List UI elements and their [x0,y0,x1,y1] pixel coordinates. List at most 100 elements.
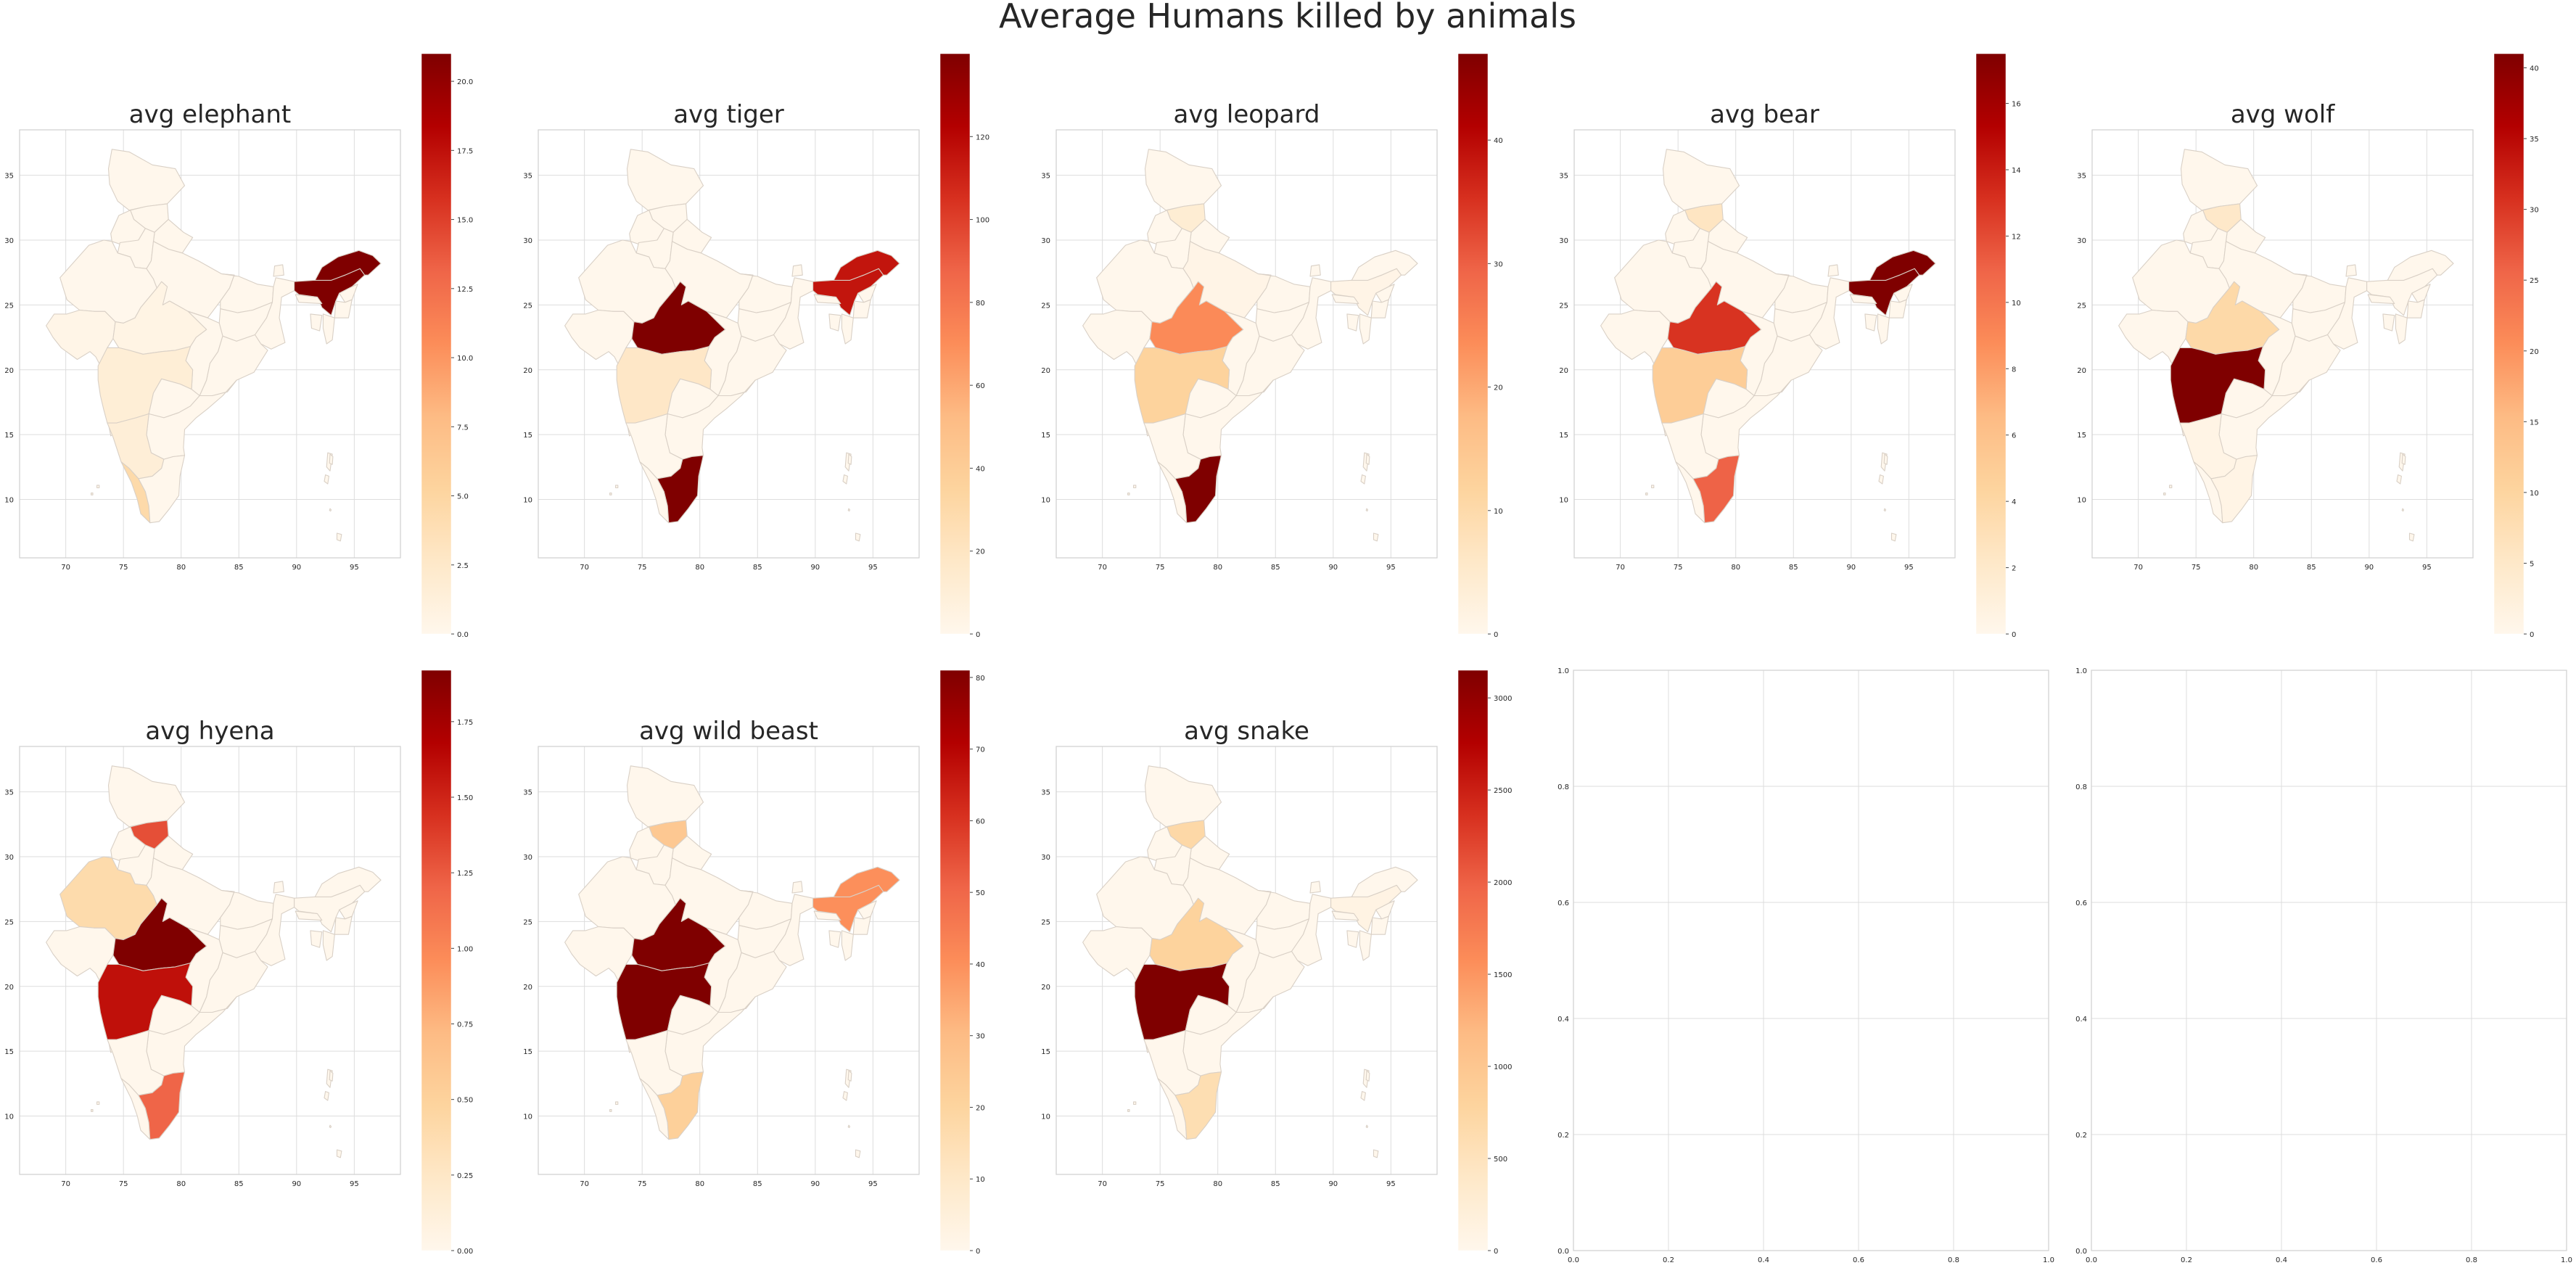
island-region [91,493,93,495]
map-panel: avg bear70 75 80 85 90 9510152025303502468101… [1559,54,2020,639]
y-tick-label: 30 [4,237,14,245]
state-region [1310,265,1320,276]
x-tick-label: 90 [1328,564,1338,572]
island-region [848,509,849,511]
y-tick-label: 20 [4,367,14,375]
x-tick-label: 85 [234,1180,244,1188]
island-region [610,1110,612,1112]
x-tick-label: 0.4 [1758,1256,1769,1264]
colorbar-tick-label: 6 [2012,432,2016,440]
y-tick-label: 0.6 [1557,899,1569,907]
colorbar [1976,54,2006,634]
y-tick-label: 0.2 [2075,1132,2087,1140]
x-tick-label: 85 [753,564,762,572]
map-panel: avg snake70 75 80 85 90 951015202530350500100… [1041,670,1512,1256]
colorbar-tick-label: 2 [2012,565,2016,573]
state-region [273,265,284,276]
island-region [337,533,342,541]
x-tick-label: 95 [350,564,359,572]
island-region [1361,1092,1365,1101]
x-tick-label: 0.6 [2371,1256,2382,1264]
colorbar [1458,54,1488,634]
x-tick-label: 85 [1271,564,1280,572]
colorbar-tick-label: 4 [2012,498,2016,506]
panel-title: avg tiger [673,100,784,129]
x-tick-label: 70 [61,564,70,572]
colorbar-tick-label: 0.50 [457,1097,473,1105]
island-region [324,475,329,485]
colorbar-tick-label: 1.50 [457,794,473,802]
x-tick-label: 95 [1386,1180,1396,1188]
island-region [1128,1110,1129,1112]
island-region [848,1125,849,1128]
y-tick-label: 15 [4,432,14,440]
colorbar-tick-label: 12.5 [457,286,473,294]
panel-title: avg snake [1184,717,1309,746]
y-tick-label: 0.8 [1557,783,1569,791]
colorbar-tick-label: 1.00 [457,945,473,953]
x-tick-label: 95 [1386,564,1396,572]
island-region [1366,454,1370,464]
y-tick-label: 15 [523,432,532,440]
colorbar-tick-label: 30 [2530,207,2539,215]
island-region [848,1071,852,1081]
state-region [323,314,334,344]
island-region [843,1092,847,1101]
x-tick-label: 70 [1098,564,1107,572]
state-region [109,766,185,827]
y-tick-label: 25 [1041,302,1050,310]
map-panel: avg elephant 70 75 80 85 90 95 10 15 20 25 30 35 0.0 2… [4,54,473,639]
y-tick-label: 20 [2077,367,2086,375]
colorbar-tick-label: 30 [1494,260,1503,268]
map-panel: avg tiger 70 75 80 85 90 95 10 15 20 25 30 35 0 20 40 60… [523,54,989,639]
x-tick-label: 80 [695,564,704,572]
x-tick-label: 90 [2364,564,2374,572]
y-tick-label: 35 [1041,173,1050,181]
x-tick-label: 75 [1156,1180,1165,1188]
y-tick-label: 35 [1041,789,1050,797]
state-region [1877,314,1889,344]
colorbar-tick-label: 40 [976,961,985,969]
panel-title: avg hyena [145,717,274,746]
y-tick-label: 15 [2077,432,2086,440]
colorbar-tick-label: 0 [976,1248,980,1256]
state-region [1371,916,1388,934]
colorbar-tick-label: 0.00 [457,1248,473,1256]
colorbar [1458,670,1488,1251]
colorbar-tick-label: 20 [2530,348,2539,356]
x-tick-label: 80 [1731,564,1740,572]
x-tick-label: 80 [1213,564,1222,572]
colorbar-tick-label: 0.25 [457,1172,473,1180]
y-tick-label: 10 [4,1113,14,1121]
state-region [1663,149,1740,210]
x-tick-label: 90 [810,564,820,572]
island-region [2402,454,2406,464]
island-region [856,533,860,541]
x-tick-label: 75 [1156,564,1165,572]
island-region [1892,533,1896,541]
y-tick-label: 25 [1559,302,1568,310]
x-tick-label: 95 [350,1180,359,1188]
x-tick-label: 70 [2133,564,2143,572]
colorbar-tick-label: 20 [976,1104,985,1112]
state-region [627,766,704,827]
island-region [329,1125,331,1128]
y-tick-label: 35 [523,789,532,797]
island-region [1366,1125,1367,1128]
x-tick-label: 75 [638,564,647,572]
colorbar-tick-label: 0 [2530,631,2534,639]
y-tick-label: 25 [523,918,532,926]
state-region [1145,766,1222,827]
colorbar-tick-label: 40 [1494,137,1503,145]
y-tick-label: 25 [1041,918,1050,926]
panel-title: avg wild beast [639,717,818,746]
island-region [610,493,612,495]
state-region [334,300,352,318]
colorbar-tick-label: 2500 [1494,787,1512,795]
island-region [97,485,99,488]
island-region [1884,509,1885,511]
state-region [1828,265,1838,276]
colorbar-tick-label: 0 [976,631,980,639]
colorbar-tick-label: 14 [2012,167,2021,175]
y-tick-label: 30 [1041,854,1050,862]
